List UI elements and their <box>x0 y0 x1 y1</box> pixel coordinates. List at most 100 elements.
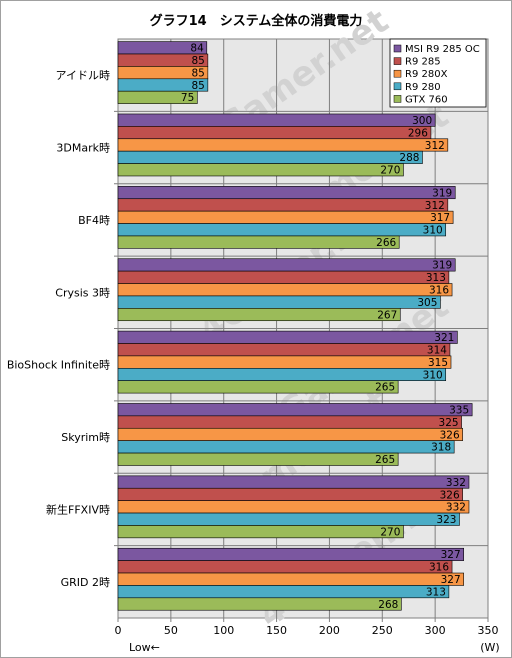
bar-value-label: 300 <box>412 115 432 127</box>
bar <box>117 512 460 526</box>
bar <box>117 90 198 104</box>
bar-value-label: 296 <box>408 127 428 139</box>
bar-value-label: 270 <box>380 165 400 177</box>
bar-value-label: 268 <box>378 599 398 611</box>
bar-value-label: 319 <box>432 260 452 272</box>
bar <box>117 308 401 322</box>
category-label: Crysis 3時 <box>55 286 110 299</box>
bar <box>117 138 449 152</box>
legend-swatch <box>393 57 402 65</box>
bar-value-label: 321 <box>434 332 454 344</box>
legend-label: GTX 760 <box>405 94 448 105</box>
x-tick-label: 150 <box>266 624 287 637</box>
bar <box>117 163 404 177</box>
bar-value-label: 85 <box>191 80 204 92</box>
bar <box>117 403 473 417</box>
bar <box>117 270 450 284</box>
x-tick-label: 0 <box>115 624 122 637</box>
x-tick-label: 200 <box>319 624 340 637</box>
bar-value-label: 318 <box>431 442 451 454</box>
x-tick-label: 250 <box>372 624 393 637</box>
category-label: GRID 2時 <box>61 576 110 589</box>
category-label: 新生FFXIV時 <box>46 502 110 516</box>
bar <box>117 585 450 599</box>
bar <box>117 223 447 237</box>
bar <box>117 126 432 140</box>
bar-value-label: 327 <box>441 574 461 586</box>
bar <box>117 572 464 586</box>
bar <box>117 235 400 249</box>
bar-value-label: 319 <box>432 187 452 199</box>
bar <box>117 427 463 441</box>
bar <box>117 343 451 357</box>
category-label: BF4時 <box>78 214 110 227</box>
legend-swatch <box>393 95 402 103</box>
bar-value-label: 265 <box>375 454 395 466</box>
chart-title: グラフ14 システム全体の消費電力 <box>150 13 363 29</box>
legend-label: R9 285 <box>405 57 441 68</box>
bar <box>117 440 455 454</box>
bar-value-label: 85 <box>191 55 204 67</box>
legend-label: R9 280X <box>405 69 448 80</box>
bar-value-label: 325 <box>439 417 459 429</box>
bar-value-label: 310 <box>423 369 443 381</box>
x-tick-label: 350 <box>478 624 499 637</box>
bar-value-label: 327 <box>441 549 461 561</box>
bar-value-label: 335 <box>449 404 469 416</box>
x-axis-unit: (W) <box>480 641 499 654</box>
bar-value-label: 266 <box>376 237 396 249</box>
bar-value-label: 75 <box>181 92 194 104</box>
x-tick-label: 300 <box>425 624 446 637</box>
bar <box>117 258 456 272</box>
bar <box>117 330 458 344</box>
bar <box>117 198 449 212</box>
bar-value-label: 326 <box>440 489 460 501</box>
bar-value-label: 323 <box>436 514 456 526</box>
bar <box>117 415 462 429</box>
x-tick-label: 100 <box>213 624 234 637</box>
category-labels: アイドル時 3DMark時 BF4時 Crysis 3時 BioShock Infini… <box>7 69 110 589</box>
legend-swatch <box>393 82 402 91</box>
x-axis-label-left: Low← <box>129 641 160 654</box>
bar <box>117 452 399 466</box>
legend-box <box>389 38 487 108</box>
bar <box>117 113 436 127</box>
bar <box>117 367 447 381</box>
bars: 8485858575300296312288270319312317310266… <box>117 41 473 611</box>
bar <box>117 560 453 574</box>
bar-value-label: 332 <box>446 477 466 489</box>
bar <box>117 355 452 369</box>
bar-value-label: 267 <box>377 309 397 321</box>
bar-value-label: 312 <box>425 140 445 152</box>
bar-value-label: 270 <box>380 526 400 538</box>
bar <box>117 500 470 514</box>
legend-label: R9 280 <box>405 82 441 93</box>
bar <box>117 525 404 539</box>
bar-value-label: 317 <box>430 212 450 224</box>
bar <box>117 475 470 489</box>
bar <box>117 295 441 309</box>
bar-value-label: 313 <box>426 272 446 284</box>
bar <box>117 597 402 611</box>
bar-value-label: 85 <box>191 67 204 79</box>
bar-value-label: 288 <box>399 152 419 164</box>
bar <box>117 547 464 561</box>
bar <box>117 487 463 501</box>
bar-value-label: 265 <box>375 382 395 394</box>
bar-value-label: 314 <box>427 345 447 357</box>
x-axis-ticks: 0 50 100 150 200 250 300 350 <box>115 618 499 637</box>
legend-label: MSI R9 285 OC <box>405 44 480 55</box>
bar-value-label: 316 <box>429 285 449 297</box>
legend-swatch <box>393 44 402 53</box>
bar-value-label: 310 <box>423 225 443 237</box>
category-label: アイドル時 <box>56 69 110 82</box>
bar <box>117 186 456 200</box>
category-label: 3DMark時 <box>56 142 110 155</box>
bar-value-label: 84 <box>190 43 204 55</box>
category-label: Skyrim時 <box>61 431 110 444</box>
bar-value-label: 305 <box>417 297 437 309</box>
bar-value-label: 332 <box>446 502 466 514</box>
bar-value-label: 326 <box>440 429 460 441</box>
